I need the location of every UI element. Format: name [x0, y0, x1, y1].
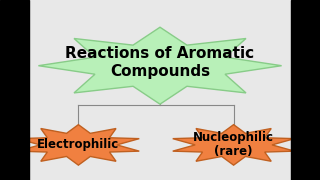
Bar: [291, 0, 320, 180]
Text: Reactions of Aromatic
Compounds: Reactions of Aromatic Compounds: [65, 46, 255, 79]
Text: Electrophilic: Electrophilic: [37, 138, 120, 151]
Bar: [0, 0, 29, 180]
Polygon shape: [18, 125, 139, 165]
Polygon shape: [38, 27, 282, 104]
Text: Nucleophilic
(rare): Nucleophilic (rare): [193, 131, 274, 158]
Polygon shape: [173, 125, 294, 165]
